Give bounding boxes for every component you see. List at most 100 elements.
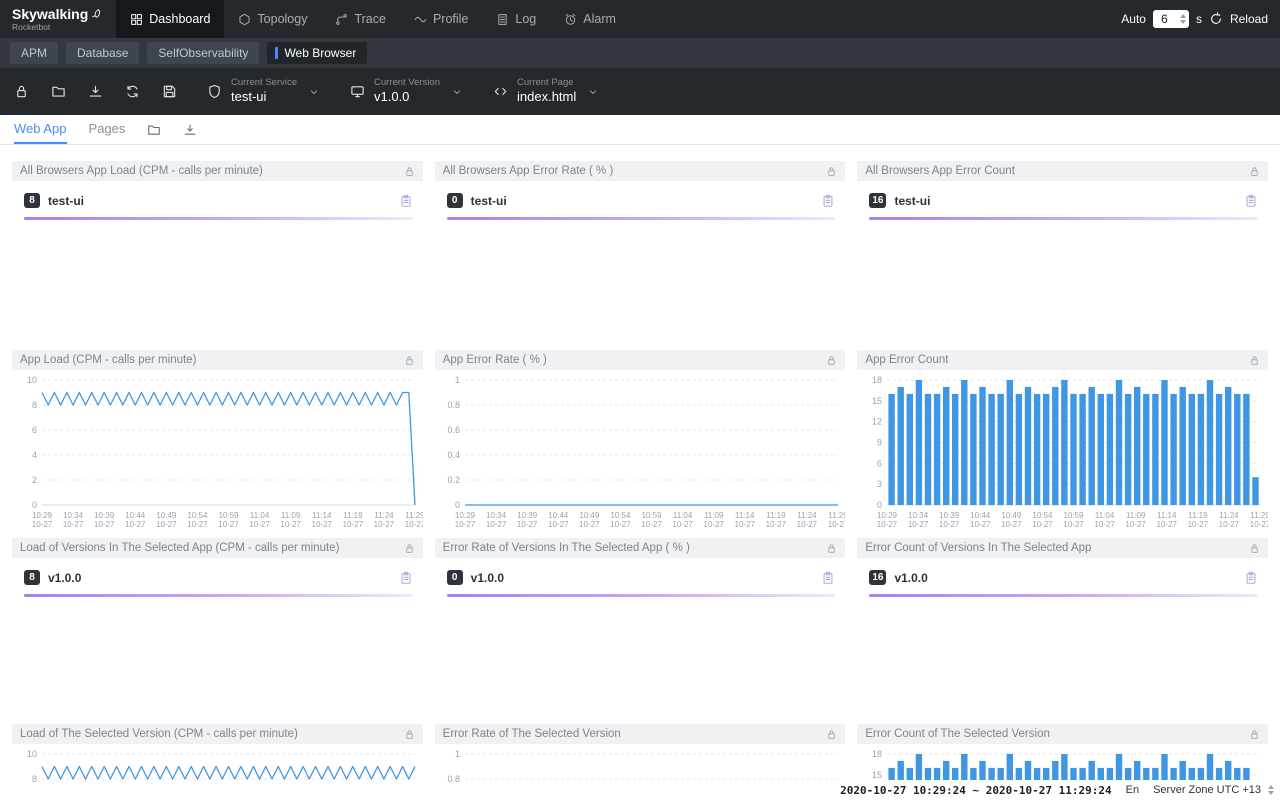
lock-icon[interactable]: [826, 543, 837, 554]
svg-text:10:5410-27: 10:5410-27: [1033, 511, 1054, 529]
metric-row[interactable]: 16v1.0.0: [869, 570, 1258, 585]
lock-icon[interactable]: [826, 355, 837, 366]
selector-current-version[interactable]: Current Versionv1.0.0: [338, 77, 481, 105]
lock-icon[interactable]: [404, 543, 415, 554]
toolbar-folder-icon[interactable]: [51, 84, 66, 99]
lock-icon[interactable]: [1249, 729, 1260, 740]
value-badge: 8: [24, 570, 40, 585]
svg-text:0.2: 0.2: [447, 475, 460, 485]
clipboard-icon[interactable]: [399, 194, 413, 208]
clipboard-icon[interactable]: [1244, 571, 1258, 585]
brand-name: Skywalking: [12, 6, 88, 22]
card-app-error-rate: App Error Rate ( % )00.20.40.60.8110:291…: [435, 350, 846, 535]
card-body: 16v1.0.0: [857, 558, 1268, 597]
svg-text:8: 8: [32, 774, 37, 784]
nav-item-label: Profile: [433, 12, 468, 26]
svg-text:15: 15: [872, 770, 882, 780]
value-bar: [447, 594, 836, 597]
svg-text:10:3910-27: 10:3910-27: [517, 511, 538, 529]
step-up-icon[interactable]: [1180, 14, 1186, 18]
auto-interval-input[interactable]: 6: [1153, 10, 1189, 28]
clipboard-icon[interactable]: [1244, 194, 1258, 208]
selector-current-page[interactable]: Current Pageindex.html: [481, 77, 617, 105]
nav-item-label: Trace: [354, 12, 386, 26]
language-toggle[interactable]: En: [1126, 784, 1139, 796]
tab-database[interactable]: Database: [66, 42, 139, 64]
reload-icon[interactable]: [1209, 12, 1223, 26]
toolbar-download-icon[interactable]: [88, 84, 103, 99]
step-down-icon[interactable]: [1180, 20, 1186, 24]
app-logo: Skywalking Rocketbot: [12, 0, 102, 38]
svg-text:10:4910-27: 10:4910-27: [1001, 511, 1022, 529]
svg-text:10:2910-27: 10:2910-27: [454, 511, 475, 529]
lock-icon[interactable]: [404, 729, 415, 740]
metric-row[interactable]: 0test-ui: [447, 193, 836, 208]
toolbar-lock-icon[interactable]: [14, 84, 29, 99]
footer-bar: 2020-10-27 10:29:24 ~ 2020-10-27 11:29:2…: [826, 780, 1280, 800]
card-all-browsers-app-load: All Browsers App Load (CPM - calls per m…: [12, 161, 423, 347]
lock-icon[interactable]: [404, 355, 415, 366]
svg-text:10:4410-27: 10:4410-27: [970, 511, 991, 529]
subtab-pages[interactable]: Pages: [89, 115, 126, 144]
value-badge: 8: [24, 193, 40, 208]
interval-stepper[interactable]: [1180, 13, 1186, 25]
lock-icon[interactable]: [1249, 166, 1260, 177]
selector-value: index.html: [517, 89, 576, 105]
tab-label: Database: [77, 46, 128, 60]
clipboard-icon[interactable]: [821, 194, 835, 208]
card-body: 0v1.0.0: [435, 558, 846, 597]
svg-text:11:1410-27: 11:1410-27: [312, 511, 333, 529]
subbar-folder-icon[interactable]: [147, 123, 161, 137]
tab-apm[interactable]: APM: [10, 42, 58, 64]
card-header: Error Count of The Selected Version: [857, 724, 1268, 744]
metric-row[interactable]: 8test-ui: [24, 193, 413, 208]
clipboard-icon[interactable]: [821, 571, 835, 585]
dashboard-toolbar: Current Servicetest-uiCurrent Versionv1.…: [0, 68, 1280, 115]
dashboard-tabbar: APM Database SelfObservability Web Browser: [0, 38, 1280, 68]
nav-item-alarm[interactable]: Alarm: [550, 0, 630, 38]
lock-icon[interactable]: [826, 166, 837, 177]
toolbar-sync-icon[interactable]: [125, 84, 140, 99]
zone-stepper[interactable]: [1268, 784, 1274, 796]
svg-text:10:2910-27: 10:2910-27: [877, 511, 898, 529]
nav-item-trace[interactable]: Trace: [321, 0, 400, 38]
svg-text:11:1910-27: 11:1910-27: [765, 511, 786, 529]
subtab-web-app[interactable]: Web App: [14, 115, 67, 144]
nav-item-dashboard[interactable]: Dashboard: [116, 0, 224, 38]
selector-current-service[interactable]: Current Servicetest-ui: [195, 77, 338, 105]
reload-button[interactable]: Reload: [1230, 12, 1268, 26]
svg-text:6: 6: [877, 458, 882, 468]
chevron-down-icon: [587, 86, 599, 98]
svg-text:0.4: 0.4: [447, 450, 460, 460]
service-icon: [207, 84, 222, 99]
clipboard-icon[interactable]: [399, 571, 413, 585]
svg-text:10: 10: [27, 749, 37, 759]
nav-item-log[interactable]: Log: [482, 0, 550, 38]
metric-row[interactable]: 16test-ui: [869, 193, 1258, 208]
lock-icon[interactable]: [1249, 355, 1260, 366]
zone-down-icon[interactable]: [1268, 791, 1274, 795]
tab-selfobservability[interactable]: SelfObservability: [147, 42, 259, 64]
lock-icon[interactable]: [1249, 543, 1260, 554]
svg-text:10:5910-27: 10:5910-27: [218, 511, 239, 529]
subbar-download-icon[interactable]: [183, 123, 197, 137]
toolbar-save-icon[interactable]: [162, 84, 177, 99]
lock-icon[interactable]: [826, 729, 837, 740]
card-app-error-count: App Error Count036912151810:2910-2710:34…: [857, 350, 1268, 535]
svg-text:10:3910-27: 10:3910-27: [939, 511, 960, 529]
svg-text:11:1910-27: 11:1910-27: [1188, 511, 1209, 529]
lock-icon[interactable]: [404, 166, 415, 177]
nav-item-profile[interactable]: Profile: [400, 0, 482, 38]
card-header: Error Rate of The Selected Version: [435, 724, 846, 744]
metric-row[interactable]: 0v1.0.0: [447, 570, 836, 585]
time-range-picker[interactable]: 2020-10-27 10:29:24 ~ 2020-10-27 11:29:2…: [840, 784, 1112, 797]
nav-item-topology[interactable]: Topology: [224, 0, 321, 38]
zone-up-icon[interactable]: [1268, 785, 1274, 789]
active-tab-indicator: [275, 47, 278, 59]
auto-reload-controls: Auto 6 s Reload: [1121, 0, 1280, 38]
card-body: 00.20.40.60.8110:2910-2710:3410-2710:391…: [435, 744, 846, 800]
metric-row[interactable]: 8v1.0.0: [24, 570, 413, 585]
card-body: 024681010:2910-2710:3410-2710:3910-2710:…: [12, 370, 423, 535]
toolbar-selectors: Current Servicetest-uiCurrent Versionv1.…: [195, 77, 617, 105]
tab-web-browser[interactable]: Web Browser: [267, 42, 367, 64]
